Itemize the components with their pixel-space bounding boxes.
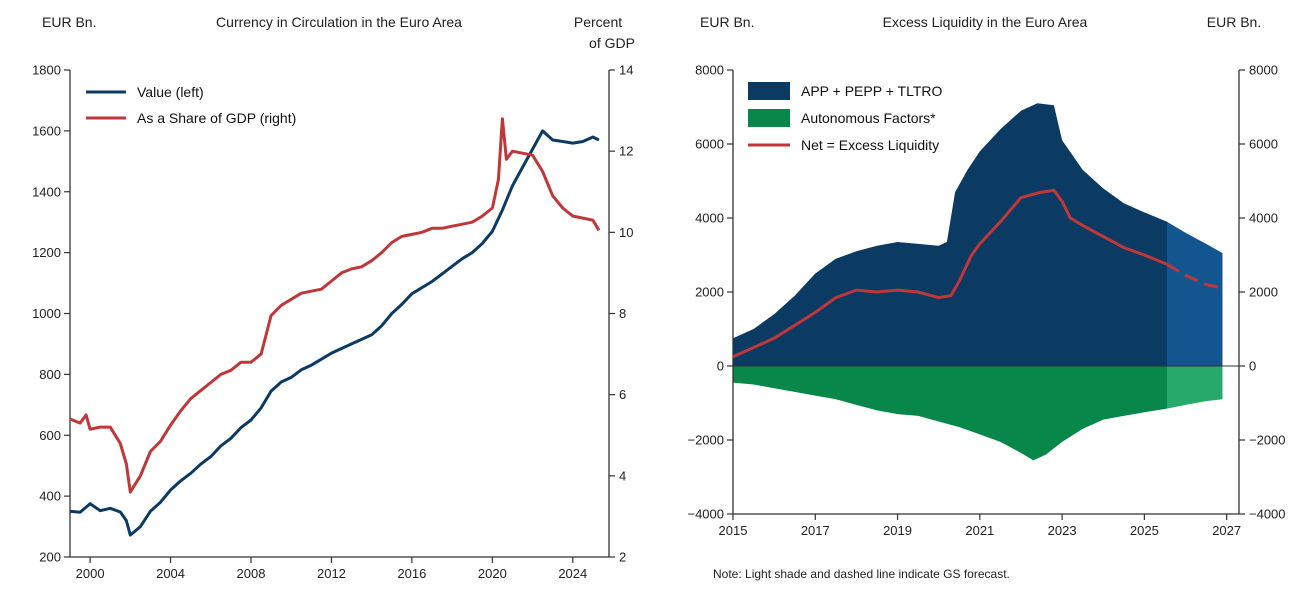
y-left-tick-label: 600 xyxy=(39,428,61,443)
y-left-tick-label: 6000 xyxy=(695,137,724,152)
y-left-tick-label: 1600 xyxy=(32,123,61,138)
currency-series-lines xyxy=(69,117,601,537)
y-left-tick-label: 8000 xyxy=(695,63,724,78)
x-tick-label: 2017 xyxy=(801,523,830,538)
liquidity-axis-ticks: −4000 −4000 −2000 −2000 0 0 2000 2000 4000 4000 60… xyxy=(687,63,1285,539)
y-left-tick-label: 2000 xyxy=(695,285,724,300)
x-tick-label: 2015 xyxy=(719,523,748,538)
legend-label-value: Value (left) xyxy=(137,84,204,100)
area-app-pepp-tltro-forecast xyxy=(1167,221,1223,366)
y-right-tick-label: 0 xyxy=(1249,359,1256,374)
currency-left-axis-unit: EUR Bn. xyxy=(42,14,96,30)
series-line-net-excess-liquidity-forecast xyxy=(1166,263,1223,290)
x-tick-label: 2027 xyxy=(1212,523,1241,538)
area-autonomous-factors-forecast xyxy=(1167,366,1223,409)
y-left-tick-label: 400 xyxy=(39,489,61,504)
series-line-net-excess-liquidity xyxy=(732,188,1168,359)
x-tick-label: 2012 xyxy=(317,566,346,581)
y-right-tick-label: 4000 xyxy=(1249,211,1278,226)
currency-axis-ticks: 200 400 600 800 1000 1200 1400 1600 1800 2 4 6 8 10 12… xyxy=(32,63,633,582)
y-left-tick-label: 4000 xyxy=(695,211,724,226)
x-tick-label: 2016 xyxy=(397,566,426,581)
liquidity-right-axis-unit: EUR Bn. xyxy=(1207,14,1261,30)
legend-label-net-excess-liquidity: Net = Excess Liquidity xyxy=(801,137,939,153)
x-tick-label: 2021 xyxy=(965,523,994,538)
y-left-tick-label: −2000 xyxy=(687,433,724,448)
x-tick-label: 2004 xyxy=(156,566,185,581)
y-left-tick-label: 0 xyxy=(717,359,724,374)
y-left-tick-label: 800 xyxy=(39,367,61,382)
y-left-tick-label: 1000 xyxy=(32,306,61,321)
area-autonomous-factors xyxy=(733,366,1167,461)
currency-right-axis-unit-line2: of GDP xyxy=(589,35,635,51)
currency-legend: Value (left) As a Share of GDP (right) xyxy=(86,84,296,126)
series-line-share-gdp xyxy=(69,117,601,494)
y-right-tick-label: 14 xyxy=(619,63,633,78)
x-tick-label: 2019 xyxy=(883,523,912,538)
liquidity-left-axis-unit: EUR Bn. xyxy=(700,14,754,30)
y-right-tick-label: 10 xyxy=(619,225,633,240)
y-right-tick-label: 6 xyxy=(619,387,626,402)
liquidity-net-line xyxy=(732,188,1223,359)
x-tick-label: 2024 xyxy=(558,566,587,581)
y-left-tick-label: 1800 xyxy=(32,63,61,78)
y-right-tick-label: 12 xyxy=(619,144,633,159)
y-right-tick-label: 2000 xyxy=(1249,285,1278,300)
currency-right-axis-unit-line1: Percent xyxy=(574,14,622,30)
legend-label-share-gdp: As a Share of GDP (right) xyxy=(137,110,296,126)
y-right-tick-label: 6000 xyxy=(1249,137,1278,152)
y-right-tick-label: 8 xyxy=(619,306,626,321)
y-right-tick-label: −4000 xyxy=(1249,507,1286,522)
y-right-tick-label: 4 xyxy=(619,468,626,483)
liquidity-areas xyxy=(733,103,1223,461)
x-tick-label: 2023 xyxy=(1048,523,1077,538)
y-left-tick-label: 1400 xyxy=(32,184,61,199)
series-line-value xyxy=(69,129,600,537)
y-right-tick-label: −2000 xyxy=(1249,433,1286,448)
liquidity-chart-title: Excess Liquidity in the Euro Area xyxy=(883,14,1088,30)
y-right-tick-label: 8000 xyxy=(1249,63,1278,78)
y-left-tick-label: 1200 xyxy=(32,245,61,260)
liquidity-chart: EUR Bn. Excess Liquidity in the Euro Are… xyxy=(687,14,1285,581)
y-left-tick-label: −4000 xyxy=(687,507,724,522)
legend-label-app-pepp-tltro: APP + PEPP + TLTRO xyxy=(801,83,942,99)
y-right-tick-label: 2 xyxy=(619,550,626,565)
liquidity-legend: APP + PEPP + TLTRO Autonomous Factors* N… xyxy=(748,82,942,153)
y-left-tick-label: 200 xyxy=(39,550,61,565)
legend-swatch-autonomous-factors xyxy=(748,109,790,127)
legend-swatch-app-pepp-tltro xyxy=(748,82,790,100)
x-tick-label: 2020 xyxy=(478,566,507,581)
x-tick-label: 2025 xyxy=(1130,523,1159,538)
currency-chart-title: Currency in Circulation in the Euro Area xyxy=(216,14,462,30)
area-app-pepp-tltro xyxy=(733,103,1167,367)
currency-chart: EUR Bn. Currency in Circulation in the E… xyxy=(32,14,635,581)
legend-label-autonomous-factors: Autonomous Factors* xyxy=(801,110,936,126)
forecast-note: Note: Light shade and dashed line indica… xyxy=(713,567,1010,581)
x-tick-label: 2008 xyxy=(237,566,266,581)
x-tick-label: 2000 xyxy=(76,566,105,581)
